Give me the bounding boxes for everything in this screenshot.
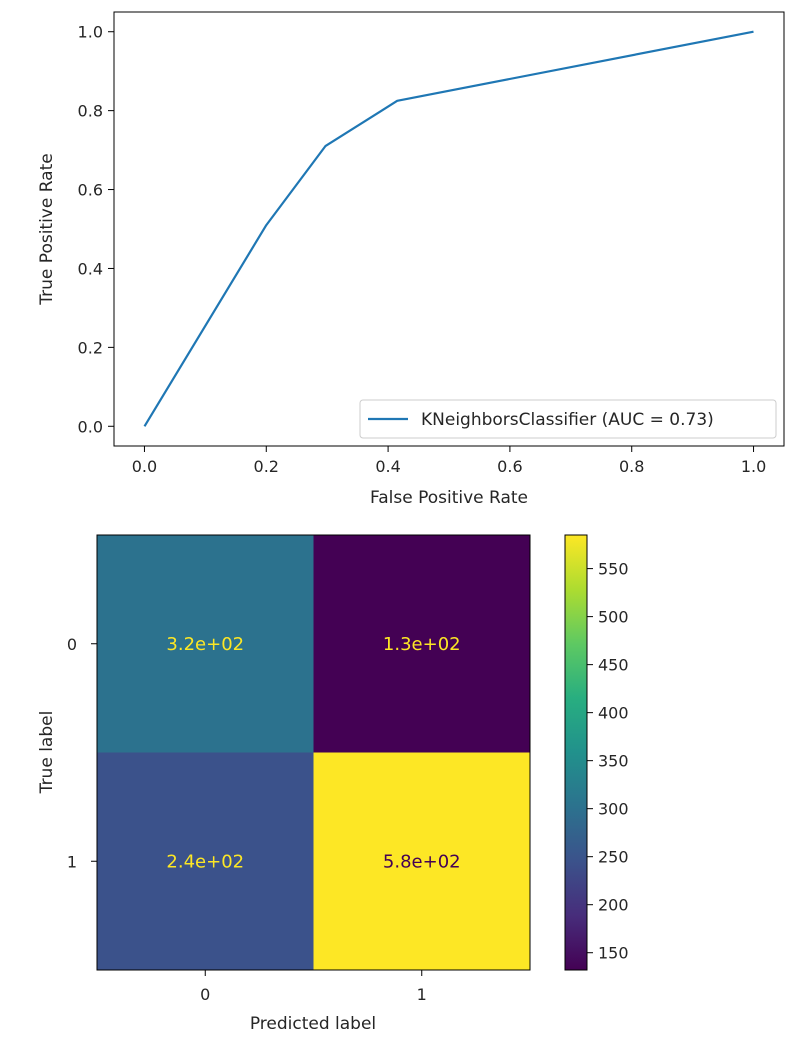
roc-y-tick-label: 0.2 [78,338,103,357]
roc-x-tick-label: 0.4 [375,457,400,476]
roc-x-tick-label: 0.8 [619,457,644,476]
colorbar-gradient [565,535,587,970]
roc-y-tick-label: 0.4 [78,259,103,278]
confusion-matrix-cell-label: 5.8e+02 [383,851,461,872]
roc-x-tick-label: 1.0 [741,457,766,476]
colorbar: 150 200 250 300 350 400 450 500 550 [564,534,629,971]
roc-x-ticks: 0.0 0.2 0.4 0.6 0.8 1.0 [132,446,766,476]
roc-x-tick-label: 0.2 [254,457,279,476]
confusion-matrix-y-tick-label: 1 [67,852,77,871]
confusion-matrix-x-tick-label: 1 [417,985,427,1004]
confusion-matrix-x-tick-label: 0 [200,985,210,1004]
confusion-matrix-y-ticks: 01 [67,635,97,871]
confusion-matrix-cell [97,535,314,753]
roc-legend: KNeighborsClassifier (AUC = 0.73) [359,399,777,439]
confusion-matrix-cell-label: 3.2e+02 [166,634,244,655]
roc-legend-label: KNeighborsClassifier (AUC = 0.73) [421,410,714,430]
confusion-matrix-cell [97,752,314,970]
roc-y-tick-label: 0.6 [78,181,103,200]
roc-y-tick-label: 0.0 [78,417,103,436]
colorbar-tick-label: 500 [598,608,629,627]
colorbar-tick-label: 300 [598,800,629,819]
confusion-matrix-cell [313,535,530,753]
confusion-matrix-y-axis-label: True label [37,711,57,795]
roc-y-ticks: 0.0 0.2 0.4 0.6 0.8 1.0 [78,23,114,436]
confusion-matrix-frame [96,534,531,971]
colorbar-tick-label: 250 [598,848,629,867]
confusion-matrix-cell-label: 1.3e+02 [383,634,461,655]
confusion-matrix-cell [313,752,530,970]
roc-chart: 0.0 0.2 0.4 0.6 0.8 1.0 0.0 0.2 0.4 0.6 0.8 1.0 KN… [37,11,785,508]
colorbar-tick-label: 350 [598,752,629,771]
confusion-matrix-cells: 3.2e+02 1.3e+02 2.4e+02 5.8e+02 [97,535,530,970]
roc-legend-box [359,399,777,439]
roc-y-tick-label: 1.0 [78,23,103,42]
roc-plot-frame [113,11,785,447]
colorbar-frame [564,534,588,971]
colorbar-tick-label: 450 [598,656,629,675]
colorbar-tick-label: 550 [598,560,629,579]
confusion-matrix-x-axis-label: Predicted label [250,1014,376,1034]
roc-y-axis-label: True Positive Rate [37,153,57,305]
roc-curve-line [143,30,754,427]
roc-x-axis-label: False Positive Rate [370,488,528,508]
roc-x-tick-label: 0.0 [132,457,157,476]
colorbar-tick-label: 400 [598,704,629,723]
colorbar-tick-label: 200 [598,896,629,915]
confusion-matrix-y-tick-label: 0 [67,635,77,654]
roc-x-tick-label: 0.6 [497,457,522,476]
confusion-matrix-cell-label: 2.4e+02 [166,851,244,872]
colorbar-tick-label: 150 [598,944,629,963]
roc-y-tick-label: 0.8 [78,102,103,121]
colorbar-ticks: 150 200 250 300 350 400 450 500 550 [587,560,629,963]
